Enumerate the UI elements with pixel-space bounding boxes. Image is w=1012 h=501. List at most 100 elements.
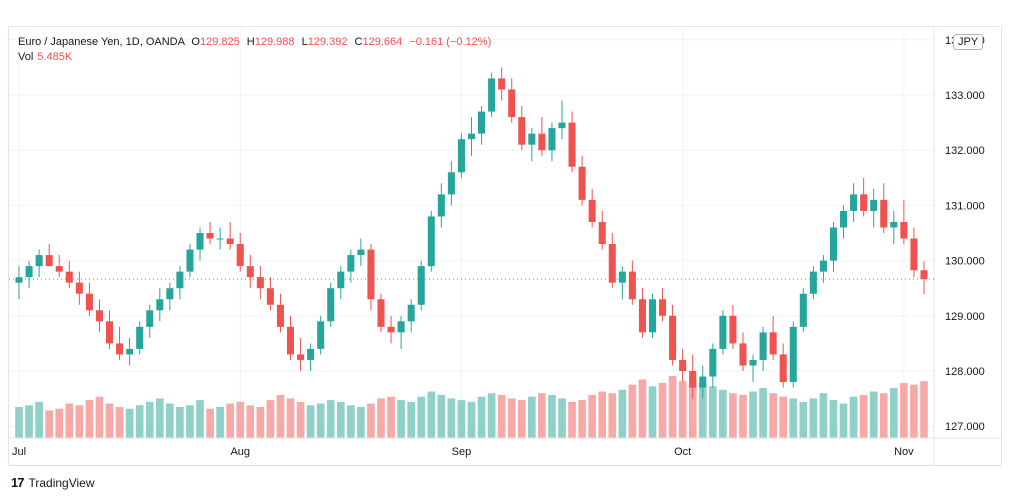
candle-body [95, 310, 103, 322]
volume-bar [286, 398, 295, 438]
chart-frame [8, 26, 1002, 466]
candle-body [769, 332, 777, 355]
brand-name: TradingView [28, 475, 95, 490]
volume-bar [517, 400, 526, 438]
candle-body [186, 249, 194, 272]
open-value: 129.825 [199, 36, 240, 48]
volume-bar [236, 401, 245, 438]
volume-bar [638, 379, 647, 438]
volume-bar [135, 405, 144, 438]
candle-body [45, 255, 53, 267]
tradingview-brand[interactable]: 17 TradingView [11, 475, 95, 490]
candle-body [648, 299, 657, 333]
volume-bar [799, 401, 808, 438]
candle-body [256, 277, 264, 289]
volume-bar [216, 407, 224, 438]
volume-bar [427, 391, 436, 438]
candle-body [699, 376, 707, 388]
volume-bar [266, 400, 275, 438]
volume-bar [889, 388, 898, 438]
candle-body [779, 354, 787, 383]
volume-bar [618, 389, 627, 438]
candle-body [829, 227, 837, 261]
y-tick-label: 127.000 [945, 421, 985, 433]
volume-bar [839, 403, 848, 438]
volume-bar [417, 396, 426, 438]
volume-bar [779, 396, 788, 438]
volume-bar [558, 398, 566, 438]
volume-bar [688, 377, 697, 438]
volume-bar [256, 407, 265, 438]
candle-body [588, 199, 596, 222]
candle-body [427, 216, 435, 267]
volume-bar [568, 401, 576, 438]
candle-body [146, 310, 154, 327]
volume-bar [387, 396, 395, 438]
volume-bar [678, 381, 687, 438]
candle-body [317, 321, 325, 349]
volume-bars [15, 376, 928, 438]
candle-body [719, 315, 727, 349]
volume-bar [879, 393, 888, 438]
candle-body [498, 78, 506, 90]
volume-bar [920, 381, 928, 438]
open-label: O [191, 36, 200, 48]
volume-bar [186, 405, 194, 438]
volume-bar [507, 398, 516, 438]
volume-bar [668, 376, 677, 438]
currency-badge[interactable]: JPY [953, 34, 984, 50]
candle-body [447, 172, 455, 195]
candle-body [669, 315, 677, 360]
volume-bar [749, 391, 757, 438]
volume-bar [447, 398, 456, 438]
volume-bar [628, 384, 637, 438]
candle-body [860, 194, 868, 211]
candle-body [840, 210, 848, 228]
candle-body [910, 238, 918, 271]
candle-body [407, 304, 415, 322]
volume-bar [35, 401, 43, 438]
volume-bar [739, 394, 747, 438]
candle-body [920, 270, 928, 280]
low-label: L [301, 36, 308, 48]
candle-body [819, 260, 827, 272]
candle-body [65, 271, 73, 283]
candle-body [226, 238, 234, 245]
candle-body [558, 122, 566, 129]
y-tick-label: 129.000 [945, 311, 985, 323]
volume-bar [377, 398, 385, 438]
volume-bar [115, 407, 124, 438]
candle-body [417, 266, 425, 305]
volume-bar [105, 403, 114, 438]
volume-bar [578, 400, 586, 438]
low-value: 129.392 [307, 36, 348, 48]
candle-body [900, 221, 908, 239]
volume-bar [176, 407, 184, 438]
candle-body [437, 194, 445, 217]
candle-body [890, 221, 898, 228]
volume-bar [357, 407, 365, 438]
candle-body [689, 371, 697, 388]
volume-bar [548, 394, 556, 438]
candle-body [729, 315, 737, 344]
candle-body [327, 288, 335, 322]
volume-bar [145, 401, 154, 438]
volume-bar [316, 403, 325, 438]
volume-bar [538, 393, 546, 438]
volume-bar [467, 401, 476, 438]
legend-volume-row: Vol 5.485K [18, 50, 491, 65]
volume-bar [437, 394, 446, 438]
volume-bar [477, 396, 486, 438]
volume-bar [397, 400, 405, 438]
candle-body [75, 282, 83, 294]
symbol-title[interactable]: Euro / Japanese Yen, 1D, OANDA [18, 36, 185, 48]
candle-body [116, 343, 124, 355]
candle-body [880, 199, 888, 228]
volume-bar [869, 391, 878, 438]
volume-bar [15, 407, 23, 438]
ohlc-legend: Euro / Japanese Yen, 1D, OANDA O129.825 … [18, 35, 491, 65]
candle-body [850, 194, 858, 211]
y-tick-label: 132.000 [945, 145, 985, 157]
volume-bar [769, 393, 777, 438]
